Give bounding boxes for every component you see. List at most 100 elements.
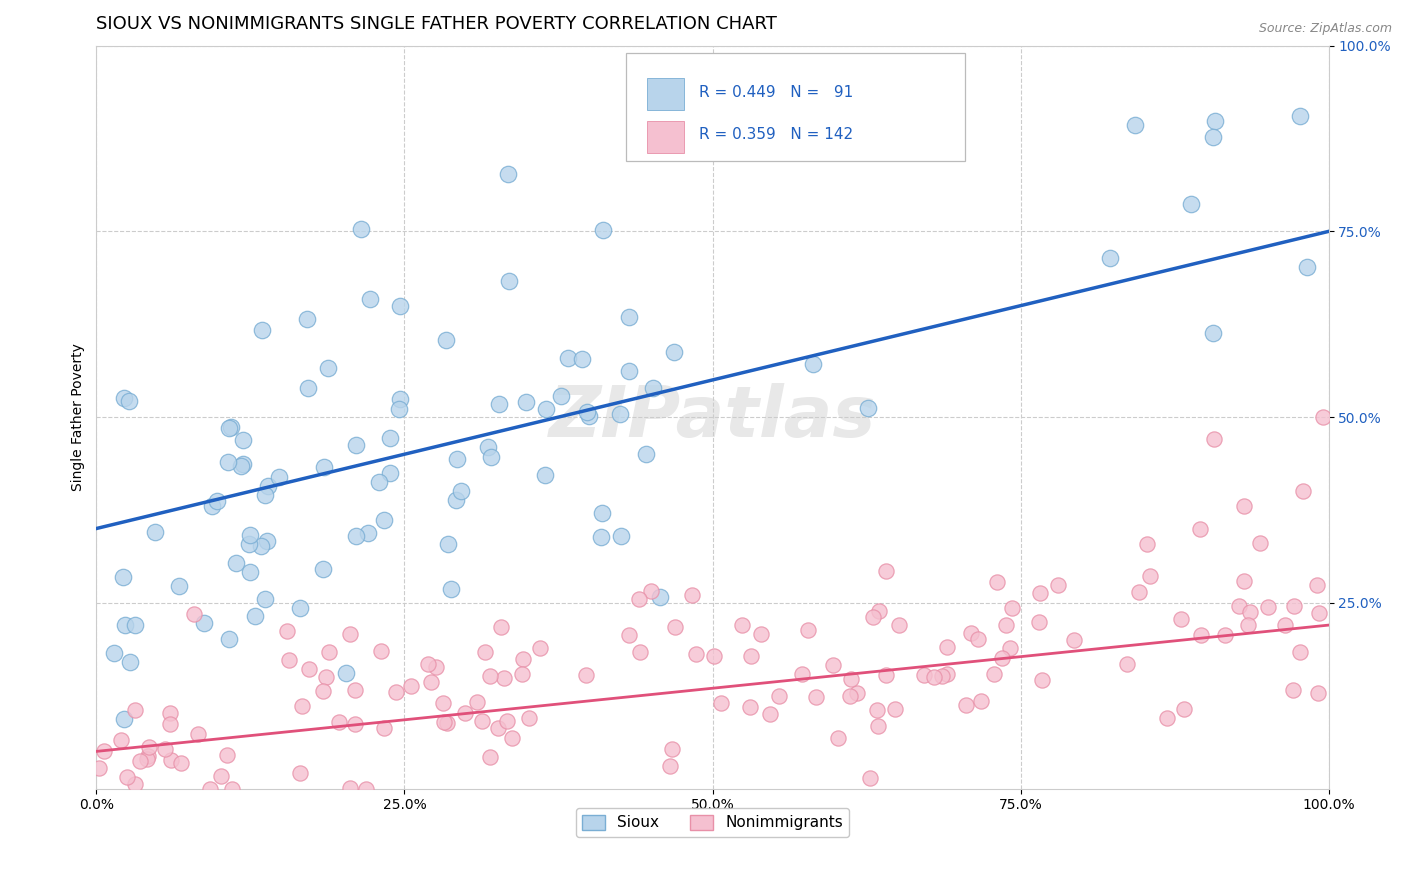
Point	[432, 696, 454, 710]
Point	[124, 618, 146, 632]
Point	[239, 527, 262, 541]
Point	[183, 607, 205, 621]
Point	[479, 750, 502, 764]
Point	[249, 540, 271, 554]
Point	[868, 604, 890, 618]
Point	[335, 666, 357, 681]
Point	[515, 395, 537, 409]
Point	[297, 662, 319, 676]
Point	[1213, 628, 1236, 642]
Point	[138, 740, 160, 755]
Point	[479, 669, 502, 683]
Point	[609, 528, 631, 542]
Point	[465, 695, 488, 709]
Point	[440, 582, 463, 597]
Point	[931, 669, 953, 683]
Point	[875, 667, 897, 681]
Point	[1308, 686, 1330, 700]
Point	[768, 690, 790, 704]
Point	[498, 274, 520, 288]
Point	[357, 525, 380, 540]
Point	[253, 592, 276, 607]
Point	[238, 537, 260, 551]
Point	[257, 479, 280, 493]
Point	[225, 556, 247, 570]
Point	[986, 575, 1008, 590]
Point	[159, 706, 181, 720]
Point	[136, 748, 159, 763]
Point	[617, 310, 640, 324]
Point	[359, 292, 381, 306]
Point	[388, 299, 411, 313]
Point	[517, 711, 540, 725]
Point	[200, 781, 222, 796]
Point	[922, 670, 945, 684]
Point	[232, 433, 254, 447]
Point	[474, 645, 496, 659]
Point	[591, 506, 613, 520]
Point	[129, 755, 152, 769]
Point	[1227, 599, 1250, 614]
Point	[685, 647, 707, 661]
Point	[1201, 130, 1223, 145]
Point	[1249, 536, 1271, 550]
Point	[1281, 683, 1303, 698]
Point	[425, 660, 447, 674]
Point	[510, 667, 533, 681]
Point	[453, 706, 475, 720]
Text: Source: ZipAtlas.com: Source: ZipAtlas.com	[1258, 22, 1392, 36]
Point	[489, 620, 512, 634]
Point	[328, 714, 350, 729]
Point	[1125, 118, 1147, 132]
Point	[112, 712, 135, 726]
Point	[991, 651, 1014, 665]
Point	[437, 537, 460, 551]
Point	[866, 703, 889, 717]
Point	[841, 672, 863, 686]
FancyBboxPatch shape	[647, 120, 685, 153]
Point	[575, 668, 598, 682]
Point	[416, 657, 439, 671]
Point	[659, 759, 682, 773]
Point	[731, 618, 754, 632]
Point	[650, 590, 672, 604]
Point	[1292, 484, 1315, 499]
Point	[512, 652, 534, 666]
Point	[661, 742, 683, 756]
Point	[1031, 673, 1053, 687]
Point	[936, 640, 959, 654]
Point	[159, 716, 181, 731]
Point	[1312, 410, 1334, 425]
Point	[529, 641, 551, 656]
Y-axis label: Single Father Poverty: Single Father Poverty	[72, 343, 86, 491]
Point	[207, 494, 229, 508]
Text: R = 0.449   N =   91: R = 0.449 N = 91	[699, 85, 853, 100]
Point	[955, 698, 977, 712]
Point	[486, 722, 509, 736]
Point	[884, 702, 907, 716]
Point	[297, 381, 319, 395]
Point	[232, 457, 254, 471]
Point	[115, 770, 138, 784]
Point	[839, 689, 862, 703]
Point	[209, 769, 232, 783]
Point	[373, 721, 395, 735]
Point	[578, 409, 600, 423]
Point	[801, 358, 824, 372]
Point	[1274, 618, 1296, 632]
Point	[318, 645, 340, 659]
Point	[124, 777, 146, 791]
Point	[312, 684, 335, 698]
Point	[1189, 628, 1212, 642]
Point	[450, 483, 472, 498]
Point	[887, 618, 910, 632]
Point	[1099, 251, 1122, 265]
Point	[344, 438, 367, 452]
Point	[221, 781, 243, 796]
Point	[1173, 702, 1195, 716]
Point	[433, 715, 456, 730]
Point	[339, 780, 361, 795]
Point	[738, 700, 761, 714]
Point	[967, 632, 990, 646]
Point	[114, 618, 136, 632]
